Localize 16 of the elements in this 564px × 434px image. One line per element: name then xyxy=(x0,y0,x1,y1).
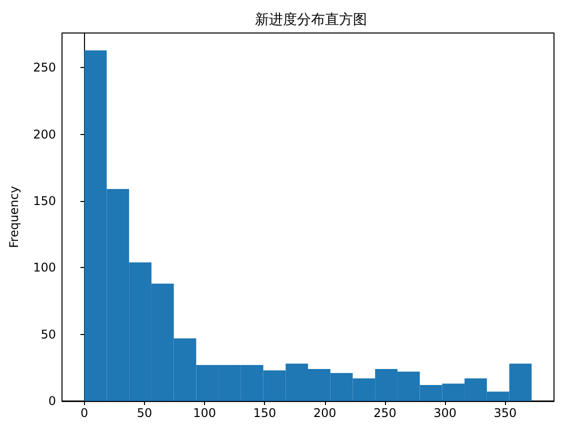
x-tick-label: 0 xyxy=(80,406,88,420)
y-tick-label: 0 xyxy=(48,394,56,408)
y-axis-title: Frequency xyxy=(7,186,21,248)
y-tick-label: 150 xyxy=(33,194,56,208)
x-tick-label: 300 xyxy=(434,406,457,420)
x-tick-label: 250 xyxy=(373,406,396,420)
x-tick-label: 150 xyxy=(253,406,276,420)
x-tick-label: 350 xyxy=(494,406,517,420)
x-tick-label: 100 xyxy=(193,406,216,420)
y-tick-label: 50 xyxy=(40,327,56,342)
chart-title: 新进度分布直方图 xyxy=(255,12,367,28)
y-tick-label: 200 xyxy=(33,127,56,142)
y-tick-label: 250 xyxy=(33,60,56,75)
x-tick-label: 200 xyxy=(313,406,336,420)
y-tick-label: 100 xyxy=(33,260,56,275)
x-tick-label: 50 xyxy=(136,406,152,420)
